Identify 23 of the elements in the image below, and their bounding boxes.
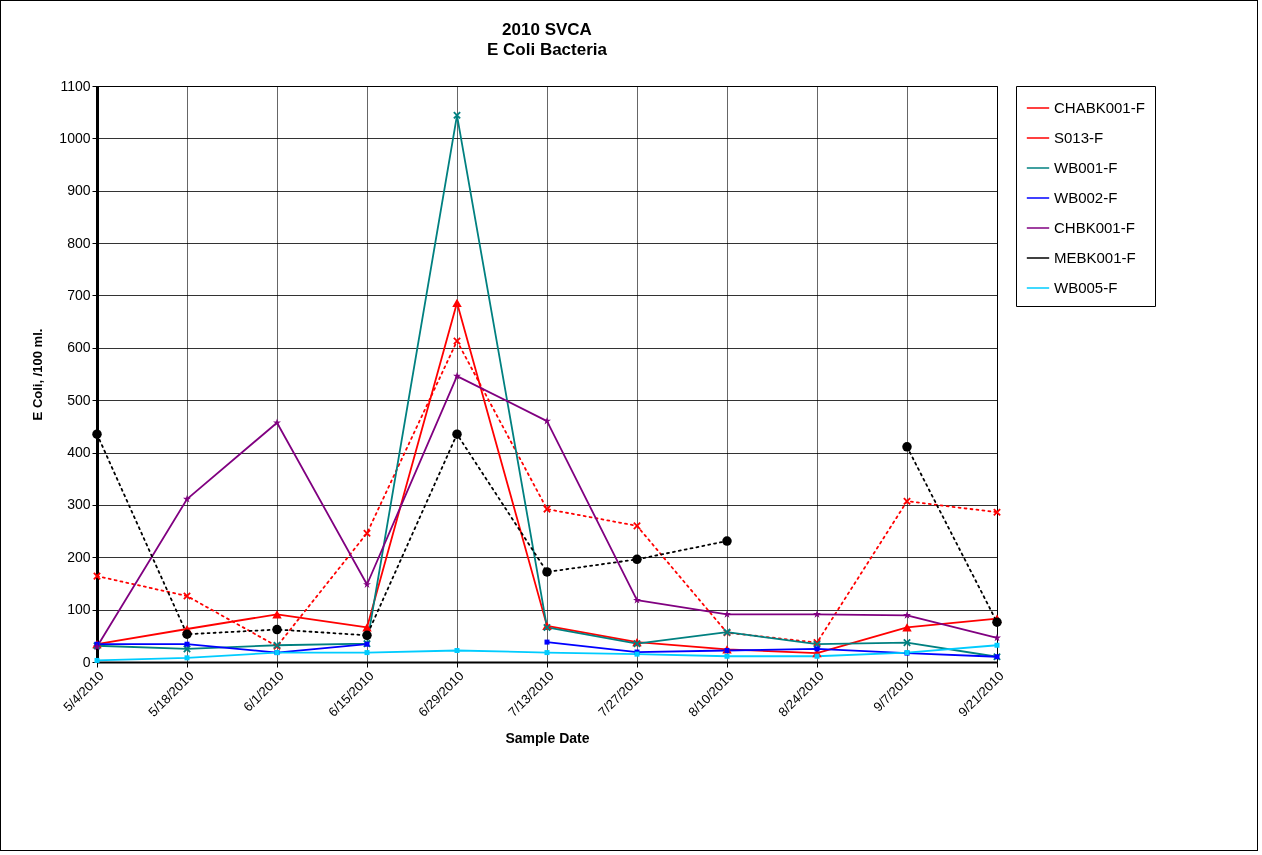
y-tick-label: 0 <box>82 653 91 670</box>
y-axis-title: E Coli, /100 ml. <box>30 328 46 421</box>
y-tick-label: 500 <box>67 391 91 408</box>
y-tick-label: 300 <box>67 496 91 513</box>
y-tick-label: 900 <box>67 182 91 199</box>
legend-label: WB002-F <box>1054 189 1118 206</box>
y-tick-label: 400 <box>67 444 91 461</box>
legend-label: S013-F <box>1054 129 1104 146</box>
legend-label: WB001-F <box>1054 159 1118 176</box>
x-axis-title: Sample Date <box>505 729 590 746</box>
y-tick-label: 800 <box>67 234 91 251</box>
legend-label: WB005-F <box>1054 279 1118 296</box>
chart-subtitle: E Coli Bacteria <box>487 40 608 59</box>
y-tick-label: 700 <box>67 286 91 303</box>
y-tick-label: 100 <box>67 601 91 618</box>
y-tick-label: 1100 <box>60 77 91 94</box>
y-tick-label: 1000 <box>59 129 91 146</box>
y-tick-label: 600 <box>67 339 91 356</box>
legend-label: CHABK001-F <box>1054 99 1145 116</box>
y-tick-label: 200 <box>67 548 91 565</box>
legend-label: CHBK001-F <box>1054 219 1135 236</box>
legend-label: MEBK001-F <box>1054 249 1136 266</box>
chart-title: 2010 SVCA <box>502 20 592 39</box>
